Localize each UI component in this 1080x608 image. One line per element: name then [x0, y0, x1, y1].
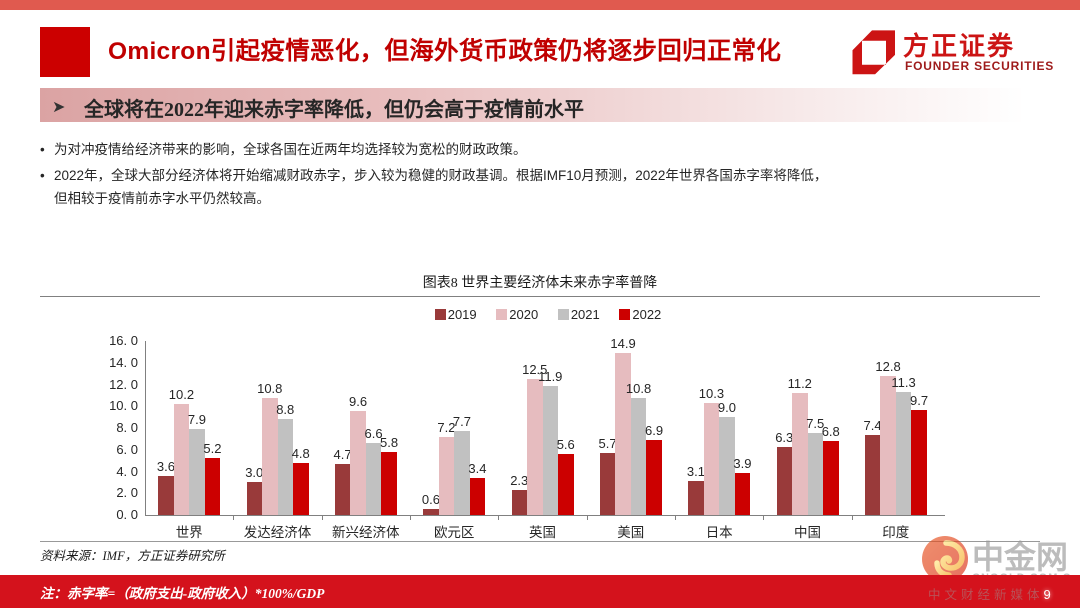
- svg-text:中金网: 中金网: [972, 539, 1068, 575]
